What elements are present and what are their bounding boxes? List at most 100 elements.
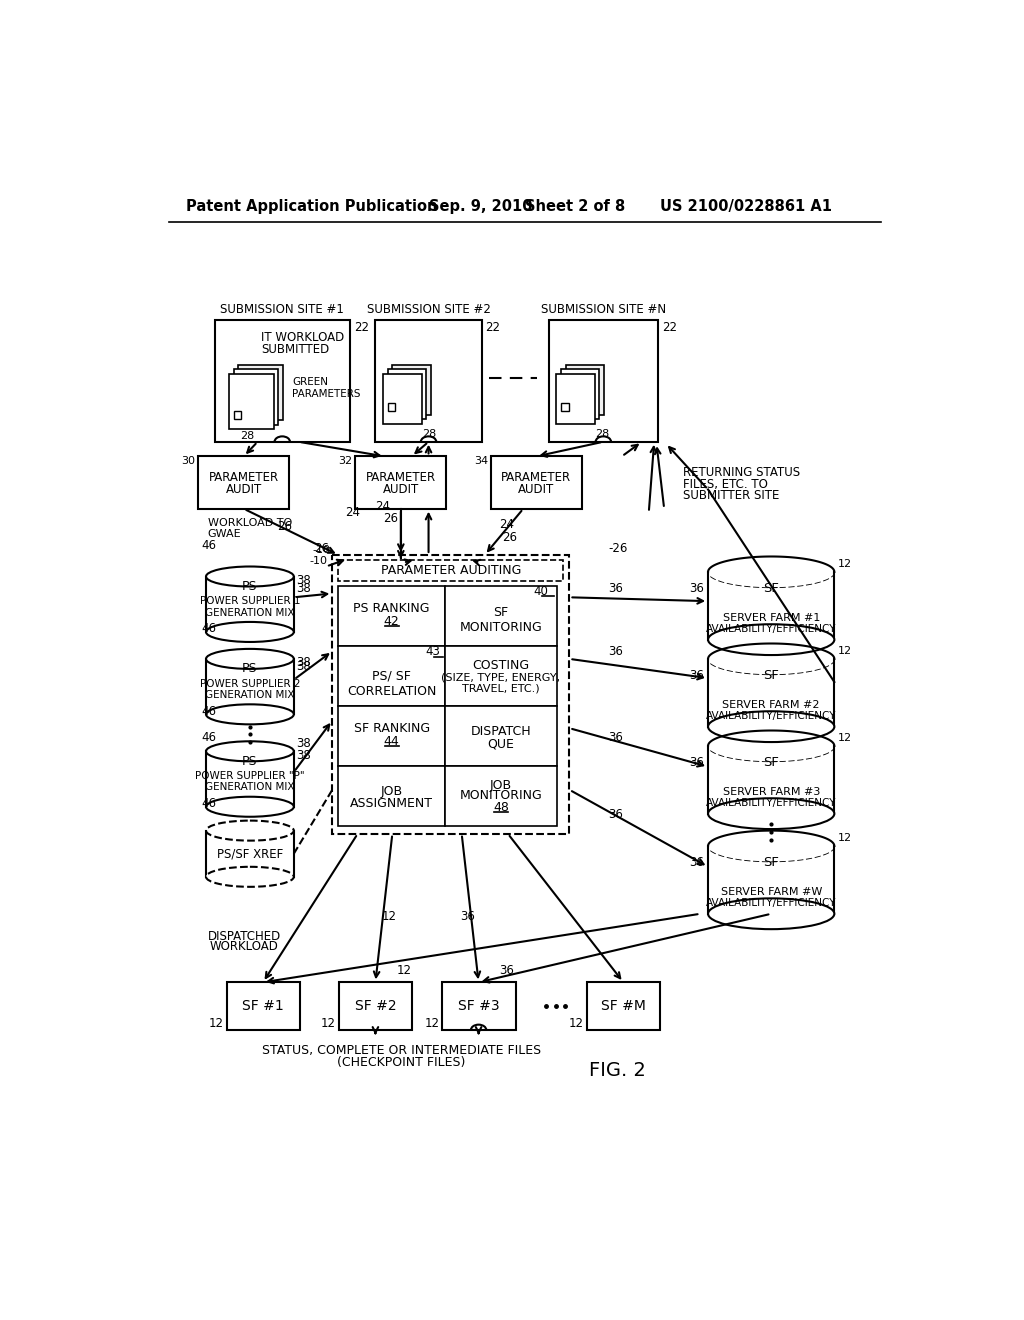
Text: 12: 12 [424,1018,439,1031]
Text: PS: PS [242,663,258,676]
Bar [444,706,557,766]
Text: FIG. 2: FIG. 2 [589,1061,645,1080]
Text: AVAILABILITY/EFFICIENCY: AVAILABILITY/EFFICIENCY [706,711,837,721]
Bar [549,321,658,442]
Text: SUBMISSION SITE #1: SUBMISSION SITE #1 [220,302,344,315]
Text: 38: 38 [296,737,311,750]
Text: Patent Application Publication: Patent Application Publication [186,198,437,214]
Ellipse shape [708,730,835,762]
Text: RETURNING STATUS: RETURNING STATUS [683,466,801,479]
Ellipse shape [708,899,835,929]
Text: 34: 34 [474,455,487,466]
Text: 46: 46 [202,539,216,552]
Text: ASSIGNMENT: ASSIGNMENT [350,797,433,810]
Text: 24: 24 [376,500,390,513]
Bar [376,321,481,442]
Text: PS: PS [242,579,258,593]
Ellipse shape [708,644,835,675]
Text: FILES, ETC. TO: FILES, ETC. TO [683,478,768,491]
Text: SERVER FARM #3: SERVER FARM #3 [723,787,820,797]
Bar [444,766,557,826]
Text: 12: 12 [209,1018,223,1031]
Ellipse shape [206,797,294,817]
Text: Sheet 2 of 8: Sheet 2 of 8 [524,198,625,214]
Text: 12: 12 [839,833,852,843]
Text: 12: 12 [569,1018,584,1031]
Text: 22: 22 [485,321,501,334]
Text: SF #1: SF #1 [242,999,284,1014]
Ellipse shape [708,711,835,742]
Text: 36: 36 [689,857,705,870]
Bar [226,982,300,1030]
Bar [339,560,563,581]
Text: 28: 28 [241,430,255,441]
Text: QUE: QUE [487,737,514,750]
Bar [587,982,660,1030]
Text: 38: 38 [296,656,311,669]
Text: 46: 46 [202,731,216,744]
Text: 12: 12 [382,911,396,924]
Text: PS: PS [242,755,258,768]
Text: PS/SF XREF: PS/SF XREF [217,847,283,861]
Text: STATUS, COMPLETE OR INTERMEDIATE FILES: STATUS, COMPLETE OR INTERMEDIATE FILES [262,1044,541,1056]
Bar [339,645,444,706]
Text: IT WORKLOAD: IT WORKLOAD [261,330,345,343]
Text: 36: 36 [689,582,705,595]
Bar [561,404,568,411]
Ellipse shape [708,557,835,587]
Text: POWER SUPPLIER "P": POWER SUPPLIER "P" [196,771,305,781]
Ellipse shape [206,742,294,762]
Text: US 2100/0228861 A1: US 2100/0228861 A1 [660,198,833,214]
Bar [383,374,422,424]
Text: PARAMETER: PARAMETER [209,471,279,483]
Text: 24: 24 [345,506,360,519]
Text: 36: 36 [608,731,623,744]
Text: SF RANKING: SF RANKING [353,722,430,735]
Text: COSTING: COSTING [472,659,529,672]
Text: 28: 28 [595,429,609,440]
Bar [565,364,604,414]
Text: PARAMETER AUDITING: PARAMETER AUDITING [381,564,521,577]
Text: 12: 12 [322,1018,336,1031]
Bar [229,374,273,429]
Text: Sep. 9, 2010: Sep. 9, 2010 [429,198,532,214]
Text: 38: 38 [296,748,311,762]
Text: 12: 12 [839,560,852,569]
Bar [442,982,515,1030]
Bar [355,457,446,508]
Text: 38: 38 [296,582,311,594]
Text: -10: -10 [312,545,330,554]
Text: SF: SF [763,669,779,682]
Text: SF: SF [763,582,779,595]
Text: 38: 38 [296,660,311,673]
Text: 12: 12 [396,964,412,977]
Bar [556,374,595,424]
Text: 36: 36 [461,911,475,924]
Ellipse shape [206,622,294,642]
Text: WORKLOAD: WORKLOAD [210,940,279,953]
Bar [233,370,279,425]
Ellipse shape [708,830,835,862]
Text: JOB: JOB [489,779,512,792]
Bar [444,586,557,645]
Text: PARAMETER: PARAMETER [366,471,436,483]
Text: PS RANKING: PS RANKING [353,602,430,615]
Text: SF #3: SF #3 [458,999,500,1014]
Bar [339,766,444,826]
Text: MONITORING: MONITORING [460,789,543,803]
Text: WORKLOAD TO: WORKLOAD TO [208,519,292,528]
Ellipse shape [206,867,294,887]
Text: AUDIT: AUDIT [518,483,554,496]
Text: 36: 36 [689,669,705,682]
Text: SERVER FARM #2: SERVER FARM #2 [723,700,820,710]
Text: 36: 36 [608,808,623,821]
Text: 22: 22 [662,321,677,334]
Text: AVAILABILITY/EFFICIENCY: AVAILABILITY/EFFICIENCY [706,797,837,808]
Text: SF #2: SF #2 [354,999,396,1014]
Text: GENERATION MIX: GENERATION MIX [205,690,295,700]
Text: SUBMISSION SITE #N: SUBMISSION SITE #N [541,302,666,315]
Text: 12: 12 [839,733,852,743]
Ellipse shape [206,821,294,841]
Text: AUDIT: AUDIT [383,483,419,496]
Text: SERVER FARM #1: SERVER FARM #1 [723,612,820,623]
